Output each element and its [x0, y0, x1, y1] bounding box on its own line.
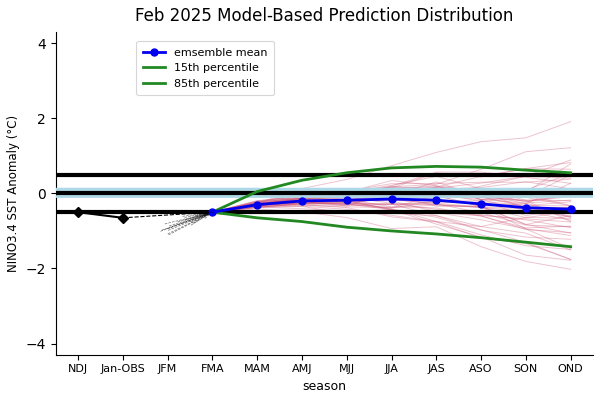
Legend: emsemble mean, 15th percentile, 85th percentile: emsemble mean, 15th percentile, 85th per… — [136, 41, 274, 95]
X-axis label: season: season — [302, 380, 346, 393]
Y-axis label: NINO3.4 SST Anomaly (°C): NINO3.4 SST Anomaly (°C) — [7, 115, 20, 272]
Title: Feb 2025 Model-Based Prediction Distribution: Feb 2025 Model-Based Prediction Distribu… — [135, 7, 514, 25]
